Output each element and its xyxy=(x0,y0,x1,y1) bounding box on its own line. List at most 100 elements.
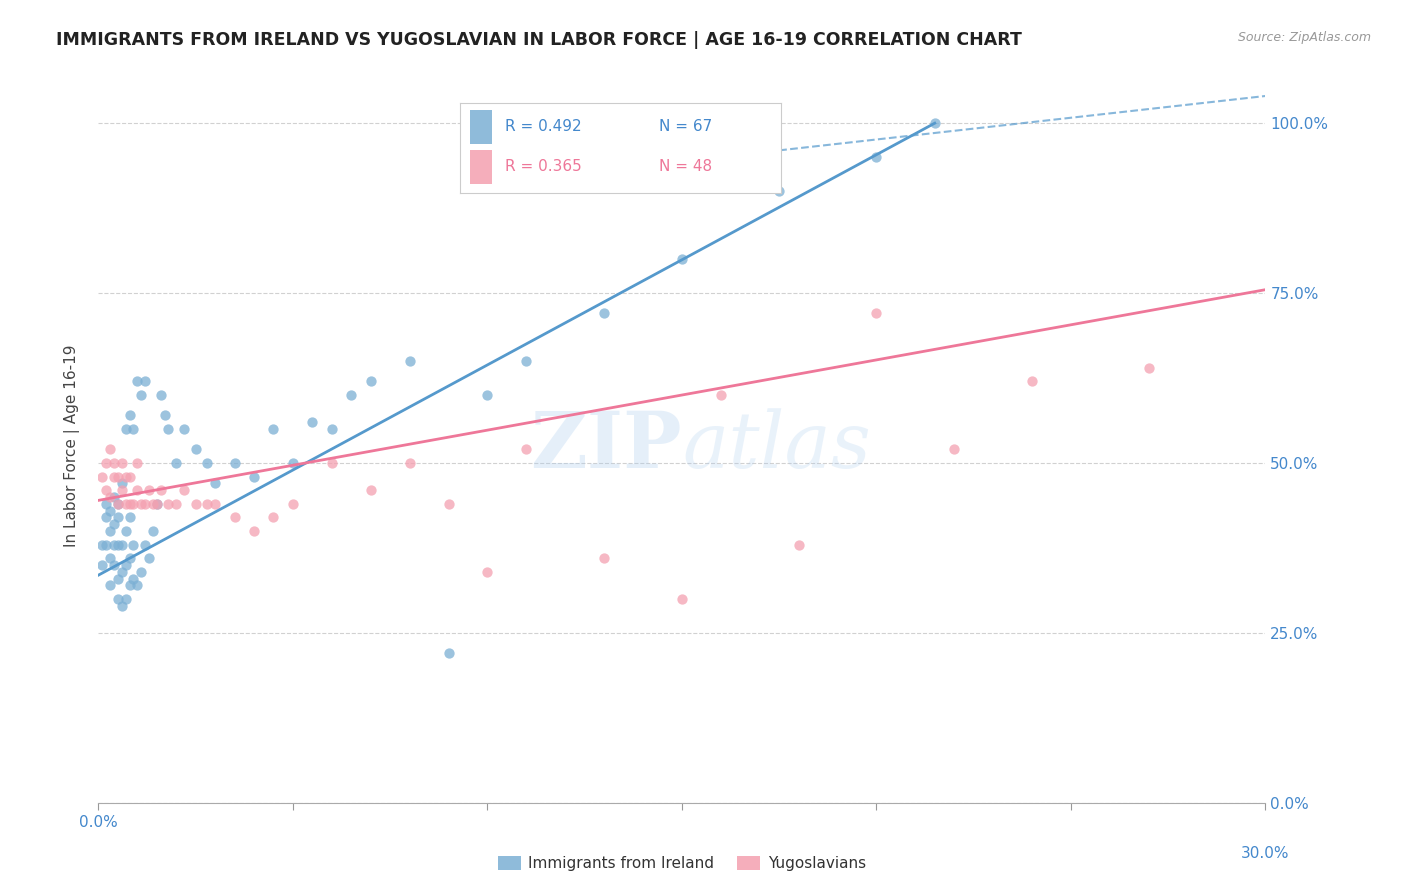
Point xyxy=(593,306,616,320)
Point xyxy=(204,497,226,511)
Text: 30.0%: 30.0% xyxy=(1241,846,1289,861)
Point xyxy=(321,456,343,470)
Point xyxy=(398,354,420,368)
Point xyxy=(118,578,141,592)
Point xyxy=(149,388,172,402)
Point xyxy=(360,483,382,498)
Point xyxy=(204,476,226,491)
Point xyxy=(118,497,141,511)
Point xyxy=(103,537,125,551)
Point xyxy=(398,456,420,470)
Point xyxy=(103,456,125,470)
Point xyxy=(127,375,149,389)
Point xyxy=(118,469,141,483)
Point xyxy=(103,558,125,572)
Point xyxy=(122,572,145,586)
Point xyxy=(515,442,537,457)
Text: Source: ZipAtlas.com: Source: ZipAtlas.com xyxy=(1237,31,1371,45)
Point xyxy=(111,476,134,491)
Point xyxy=(111,537,134,551)
Point xyxy=(111,456,134,470)
Point xyxy=(224,510,246,524)
Point xyxy=(149,483,172,498)
Point xyxy=(340,388,363,402)
Point xyxy=(787,537,810,551)
Point xyxy=(301,415,323,429)
Point xyxy=(173,422,195,436)
Text: atlas: atlas xyxy=(682,408,870,484)
Point xyxy=(129,565,152,579)
Point xyxy=(671,591,693,606)
Point xyxy=(118,409,141,423)
Point xyxy=(118,551,141,566)
Point xyxy=(134,497,156,511)
Point xyxy=(122,422,145,436)
Point xyxy=(437,646,460,660)
Point xyxy=(107,469,129,483)
Point xyxy=(165,456,187,470)
Point xyxy=(111,565,134,579)
Point xyxy=(262,510,284,524)
Point xyxy=(943,442,966,457)
Point xyxy=(865,306,887,320)
Point xyxy=(146,497,169,511)
Point xyxy=(103,469,125,483)
Point xyxy=(157,422,180,436)
Point xyxy=(671,252,693,266)
Point xyxy=(321,422,343,436)
Point xyxy=(98,578,121,592)
Legend: Immigrants from Ireland, Yugoslavians: Immigrants from Ireland, Yugoslavians xyxy=(492,850,872,877)
Point xyxy=(1021,375,1043,389)
Point xyxy=(243,524,266,538)
Point xyxy=(153,409,176,423)
Point xyxy=(477,388,499,402)
Point xyxy=(865,150,887,164)
Point xyxy=(111,483,134,498)
Point xyxy=(103,490,125,504)
Point xyxy=(98,442,121,457)
Point xyxy=(107,497,129,511)
Y-axis label: In Labor Force | Age 16-19: In Labor Force | Age 16-19 xyxy=(63,344,80,548)
Point xyxy=(114,591,136,606)
Point xyxy=(127,578,149,592)
Point xyxy=(96,456,118,470)
Point xyxy=(114,524,136,538)
Point xyxy=(96,510,118,524)
Point xyxy=(127,483,149,498)
Point xyxy=(107,510,129,524)
Point xyxy=(477,565,499,579)
Point xyxy=(1137,360,1160,375)
Point xyxy=(515,354,537,368)
Point xyxy=(114,422,136,436)
Point xyxy=(360,375,382,389)
Point xyxy=(924,116,946,130)
Point xyxy=(157,497,180,511)
Point xyxy=(710,388,733,402)
Point xyxy=(138,483,160,498)
Point xyxy=(184,497,207,511)
Point xyxy=(91,537,114,551)
Point xyxy=(129,388,152,402)
Point xyxy=(107,572,129,586)
Point xyxy=(134,537,156,551)
Point xyxy=(281,456,304,470)
Point xyxy=(142,524,165,538)
Point xyxy=(146,497,169,511)
Text: ZIP: ZIP xyxy=(530,408,682,484)
Point xyxy=(593,551,616,566)
Point xyxy=(768,184,790,198)
Point xyxy=(184,442,207,457)
Point xyxy=(114,558,136,572)
Point xyxy=(91,469,114,483)
Point xyxy=(127,456,149,470)
Point xyxy=(98,503,121,517)
Point xyxy=(118,510,141,524)
Point xyxy=(107,537,129,551)
Point xyxy=(107,497,129,511)
Point xyxy=(96,537,118,551)
Point xyxy=(98,551,121,566)
Point xyxy=(129,497,152,511)
Point xyxy=(96,483,118,498)
Point xyxy=(195,456,218,470)
Point xyxy=(138,551,160,566)
